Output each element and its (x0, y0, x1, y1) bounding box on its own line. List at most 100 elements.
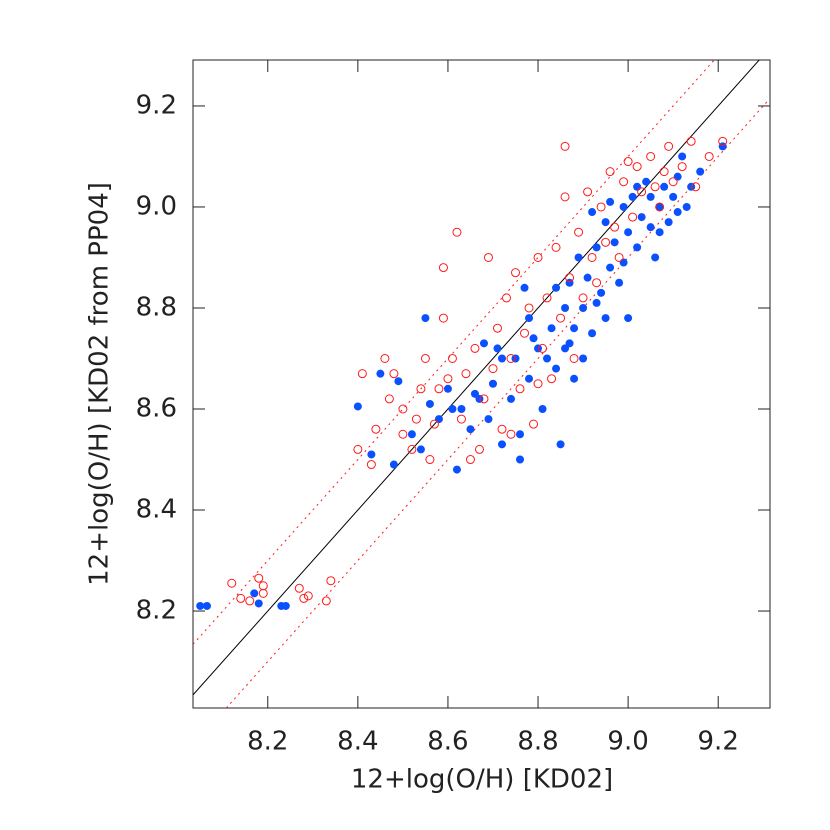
point (525, 374, 534, 383)
point (556, 440, 565, 449)
point (515, 384, 525, 394)
point (552, 283, 561, 292)
point (606, 263, 615, 272)
point (520, 283, 529, 292)
point (704, 151, 714, 161)
point (384, 394, 394, 404)
y-tick-label: 9.2 (136, 90, 177, 120)
point (371, 424, 381, 434)
x-tick-label: 9.2 (698, 727, 739, 757)
point (570, 374, 579, 383)
x-tick-label: 8.6 (427, 727, 468, 757)
point (633, 182, 642, 191)
point (659, 167, 669, 177)
point (673, 208, 682, 217)
point (506, 429, 516, 439)
point (420, 353, 430, 363)
point (380, 353, 390, 363)
point (357, 369, 367, 379)
point (650, 182, 660, 192)
point (479, 339, 488, 348)
point (583, 187, 593, 197)
point (294, 583, 304, 593)
point (646, 223, 655, 232)
point (492, 323, 502, 333)
point (202, 601, 211, 610)
point (196, 601, 205, 610)
point (606, 197, 615, 206)
point (438, 313, 448, 323)
point (556, 313, 566, 323)
point (389, 460, 398, 469)
point (411, 414, 421, 424)
point (547, 324, 556, 333)
point (367, 450, 376, 459)
point (686, 136, 696, 146)
point (574, 227, 584, 237)
point (678, 152, 687, 161)
reference-line (225, 98, 770, 708)
point (560, 141, 570, 151)
point (551, 242, 561, 252)
point (543, 354, 552, 363)
point (587, 252, 597, 262)
point (619, 258, 628, 267)
point (614, 252, 624, 262)
point (696, 167, 705, 176)
point (303, 591, 313, 601)
point (366, 460, 376, 470)
point (416, 445, 425, 454)
point (655, 228, 664, 237)
point (443, 374, 453, 384)
point (642, 177, 651, 186)
y-tick-label: 8.8 (136, 292, 177, 322)
point (511, 354, 520, 363)
point (353, 402, 362, 411)
point (457, 405, 466, 414)
point (633, 243, 642, 252)
point (718, 136, 728, 146)
point (474, 444, 484, 454)
point (525, 314, 534, 323)
point (628, 192, 637, 201)
point (565, 339, 574, 348)
point (646, 151, 656, 161)
y-axis-label: 12+log(O/H) [KD02 from PP04] (85, 182, 115, 586)
point (470, 343, 480, 353)
point (677, 162, 687, 172)
point (529, 419, 539, 429)
point (596, 202, 606, 212)
point (588, 329, 597, 338)
point (497, 440, 506, 449)
point (637, 213, 646, 222)
point (488, 364, 498, 374)
point (497, 354, 506, 363)
point (254, 573, 264, 583)
point (570, 324, 579, 333)
point (421, 314, 430, 323)
point (579, 303, 588, 312)
x-axis-label: 12+log(O/H) [KD02] (351, 765, 613, 795)
point (497, 424, 507, 434)
point (389, 369, 399, 379)
point (470, 389, 479, 398)
point (429, 419, 439, 429)
point (624, 228, 633, 237)
point (438, 263, 448, 273)
point (281, 601, 290, 610)
x-tick-label: 8.2 (247, 727, 288, 757)
point (456, 414, 466, 424)
point (416, 384, 426, 394)
point (483, 252, 493, 262)
point (398, 429, 408, 439)
point (623, 157, 633, 167)
point (299, 593, 309, 603)
point (461, 369, 471, 379)
point (673, 172, 682, 181)
point (560, 192, 570, 202)
point (479, 394, 489, 404)
point (353, 444, 363, 454)
point (592, 243, 601, 252)
point (376, 369, 385, 378)
